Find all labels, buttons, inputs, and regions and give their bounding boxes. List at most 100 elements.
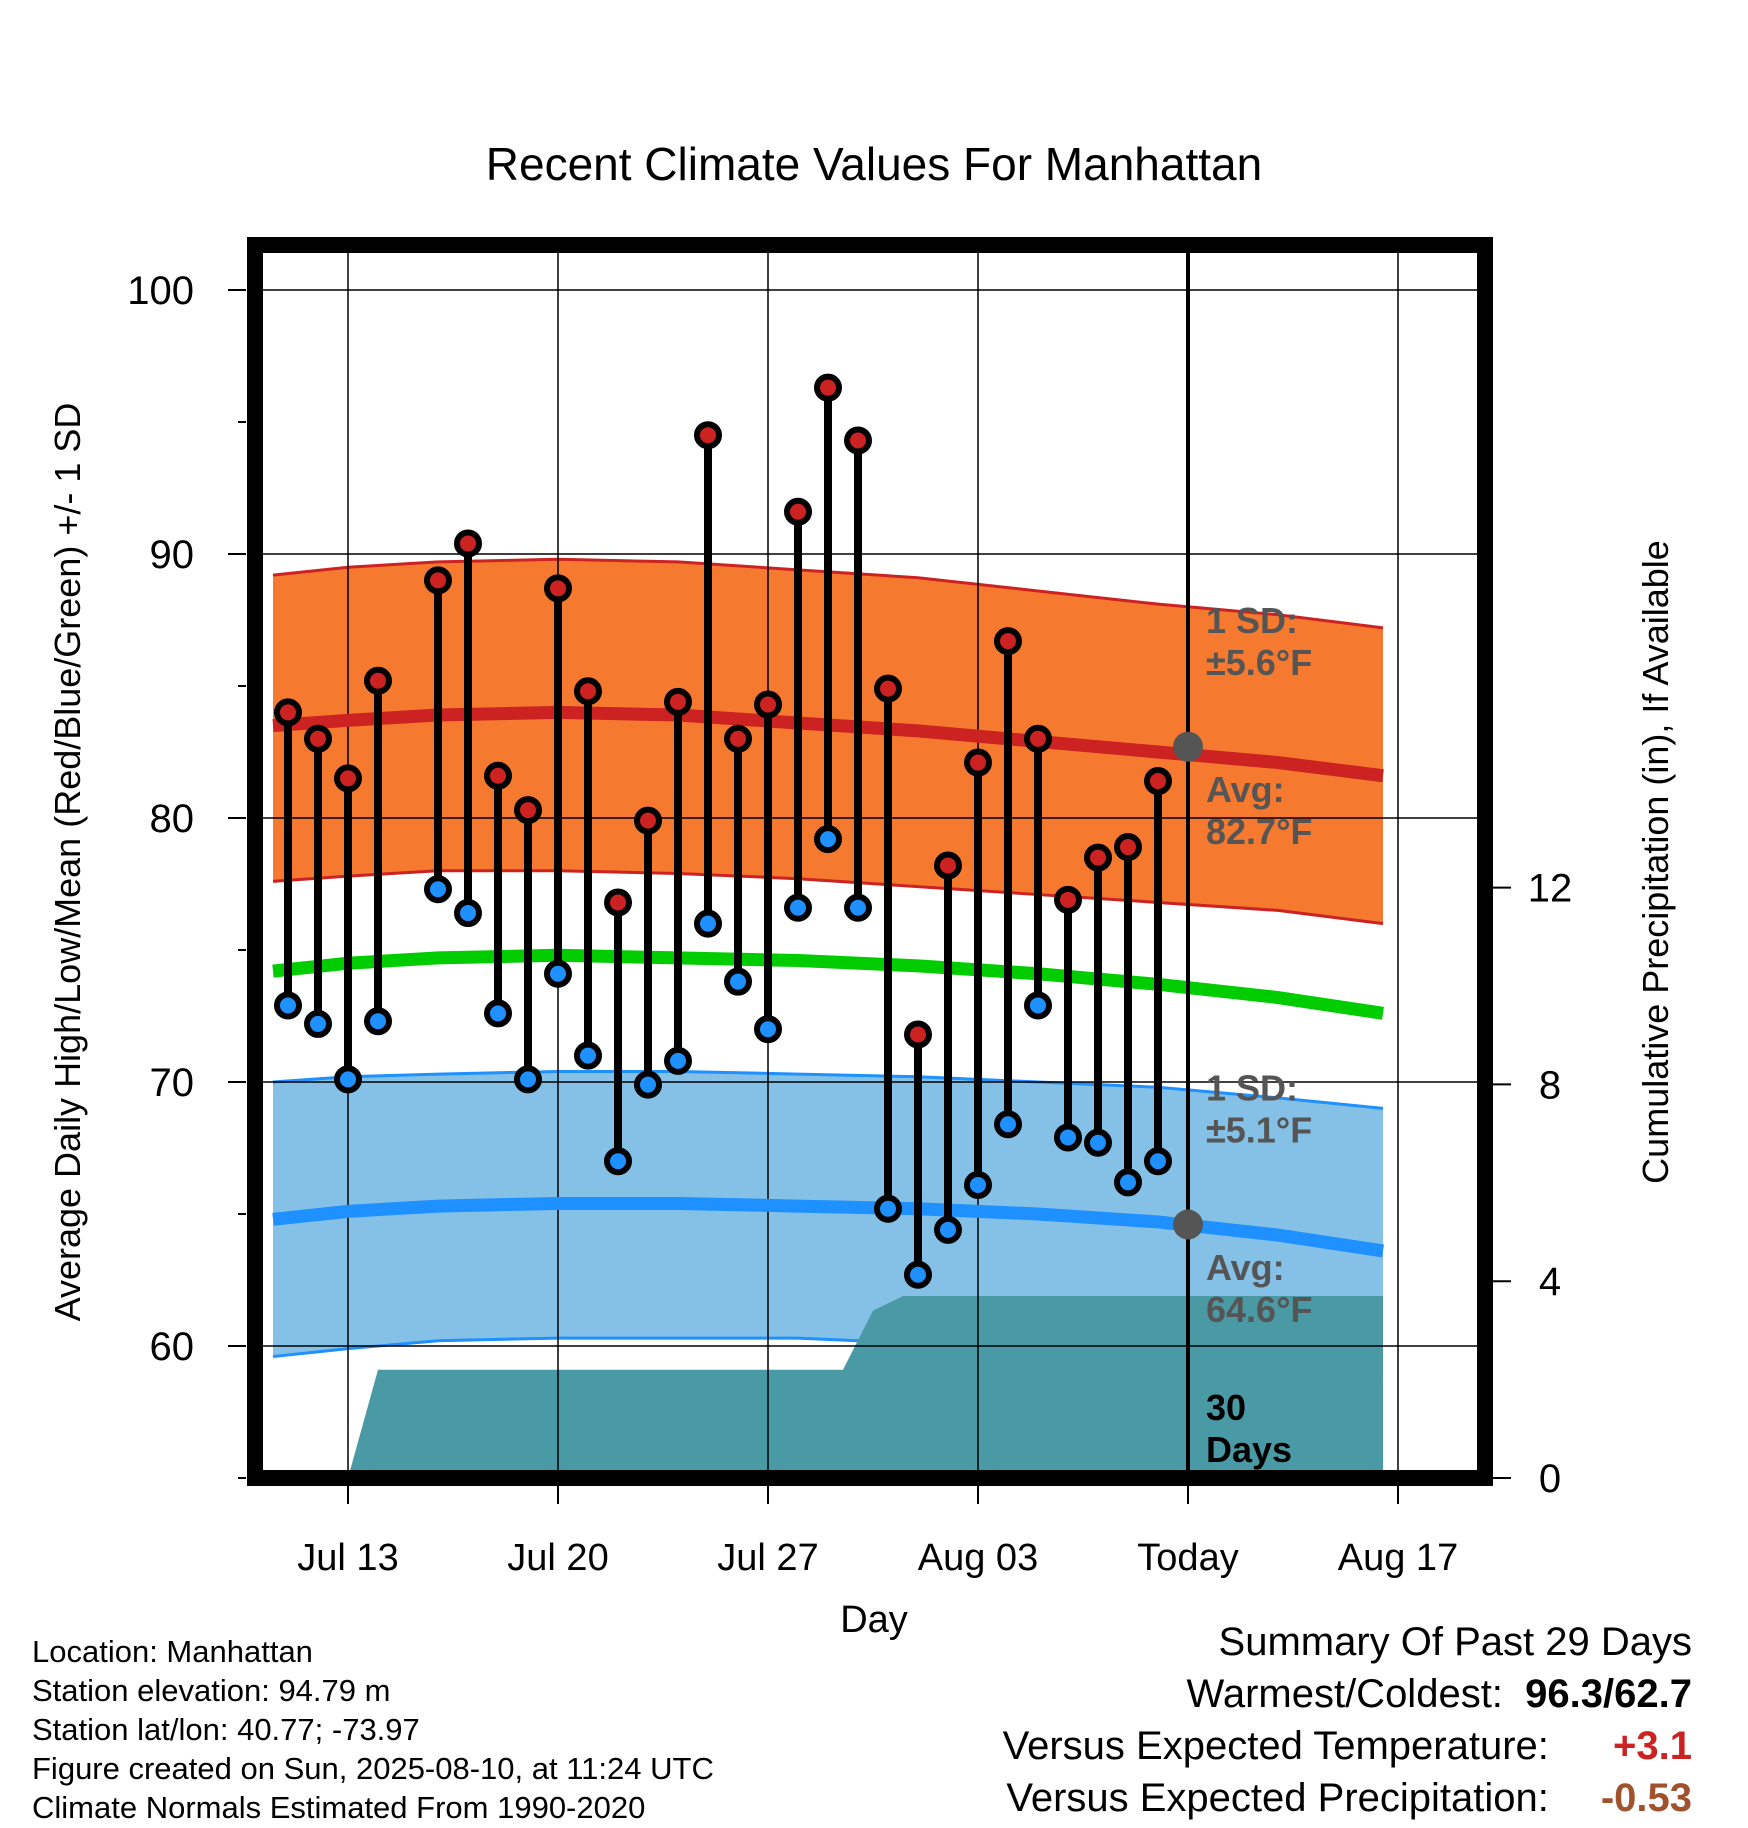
daily-low-point-9	[574, 1041, 602, 1070]
daily-low-point-28	[1144, 1147, 1172, 1176]
daily-low-point-23	[994, 1110, 1022, 1139]
daily-high-point-1	[304, 724, 332, 753]
y2-tick-label-1: 4	[1539, 1260, 1561, 1304]
daily-low-point-2	[334, 1065, 362, 1094]
x-tick-label-0: Jul 13	[297, 1537, 398, 1579]
latlon-text: Station lat/lon: 40.77; -73.97	[32, 1712, 420, 1747]
summary-precip-row: Versus Expected Precipitation: -0.53	[1003, 1776, 1692, 1828]
daily-low-point-8	[544, 959, 572, 988]
daily-low-point-7	[514, 1065, 542, 1094]
summary-warm-row: Warmest/Coldest: 96.3/62.7	[1003, 1672, 1692, 1724]
y2-tick-label-2: 8	[1539, 1063, 1561, 1107]
daily-low-point-19	[874, 1194, 902, 1223]
x-axis-label: Day	[840, 1599, 908, 1641]
days-annotation-line-0: 30	[1206, 1387, 1246, 1428]
daily-high-point-5	[454, 529, 482, 558]
daily-high-point-9	[574, 677, 602, 706]
precip-label: Versus Expected Precipitation:	[1006, 1776, 1549, 1820]
daily-low-point-6	[484, 999, 512, 1028]
summary-temp-row: Versus Expected Temperature: +3.1	[1003, 1724, 1692, 1776]
daily-low-point-12	[664, 1046, 692, 1075]
high-avg-annotation-line-1: 82.7°F	[1206, 811, 1312, 852]
summary-panel: Summary Of Past 29 Days Warmest/Coldest:…	[1003, 1620, 1692, 1828]
daily-high-point-20	[904, 1020, 932, 1049]
daily-high-point-8	[544, 574, 572, 603]
daily-low-point-18	[844, 893, 872, 922]
daily-high-point-0	[274, 698, 302, 727]
normal-mean-line	[272, 948, 1384, 1020]
daily-low-point-1	[304, 1009, 332, 1038]
chart-title: Recent Climate Values For Manhattan	[486, 138, 1262, 190]
high-sd-annotation-line-1: ±5.6°F	[1206, 642, 1312, 683]
daily-low-point-22	[964, 1170, 992, 1199]
x-tick-label-4: Today	[1137, 1537, 1238, 1579]
y-tick-label-3: 90	[150, 533, 195, 577]
warm-label: Warmest/Coldest:	[1186, 1672, 1503, 1716]
y-tick-label-1: 70	[150, 1061, 195, 1105]
daily-high-point-24	[1024, 724, 1052, 753]
daily-low-point-10	[604, 1147, 632, 1176]
daily-low-point-13	[694, 909, 722, 938]
warm-slash: /	[1603, 1672, 1615, 1716]
plot-frame	[247, 237, 1493, 1486]
station-info: Location: Manhattan Station elevation: 9…	[32, 1632, 714, 1827]
daily-high-point-22	[964, 748, 992, 777]
daily-high-point-26	[1084, 843, 1112, 872]
daily-high-point-17	[814, 373, 842, 402]
daily-high-point-15	[754, 690, 782, 719]
warmest-value: 96.3	[1525, 1672, 1604, 1716]
elevation-text: Station elevation: 94.79 m	[32, 1673, 391, 1708]
daily-high-point-6	[484, 761, 512, 790]
today-low-avg-dot	[1173, 1209, 1203, 1240]
daily-high-point-27	[1114, 833, 1142, 862]
daily-high-point-16	[784, 497, 812, 526]
daily-high-point-21	[934, 851, 962, 880]
daily-high-point-28	[1144, 767, 1172, 796]
y-tick-label-2: 80	[150, 797, 195, 841]
daily-high-point-11	[634, 806, 662, 835]
normals-text: Climate Normals Estimated From 1990-2020	[32, 1790, 646, 1825]
high-avg-annotation-line-0: Avg:	[1206, 769, 1285, 810]
temp-value: +3.1	[1613, 1724, 1692, 1768]
daily-low-point-27	[1114, 1168, 1142, 1197]
low-sd-annotation-line-0: 1 SD:	[1206, 1067, 1298, 1108]
summary-title: Summary Of Past 29 Days	[1218, 1620, 1692, 1664]
daily-low-point-0	[274, 991, 302, 1020]
low-avg-annotation-line-0: Avg:	[1206, 1247, 1285, 1288]
daily-low-point-14	[724, 967, 752, 996]
y-tick-label-0: 60	[150, 1325, 195, 1369]
daily-low-point-4	[424, 875, 452, 904]
today-high-avg-dot	[1173, 731, 1203, 762]
precip-value: -0.53	[1600, 1776, 1692, 1820]
low-avg-annotation-line-1: 64.6°F	[1206, 1289, 1312, 1330]
y2-tick-label-3: 12	[1528, 867, 1573, 911]
daily-low-point-26	[1084, 1128, 1112, 1157]
x-tick-label-1: Jul 20	[507, 1537, 608, 1579]
y-tick-label-4: 100	[127, 269, 194, 313]
daily-high-point-19	[874, 674, 902, 703]
daily-low-point-21	[934, 1215, 962, 1244]
daily-high-point-4	[424, 566, 452, 595]
low-sd-band-upper-edge	[272, 1069, 1384, 1110]
daily-high-point-12	[664, 687, 692, 716]
coldest-value: 62.7	[1614, 1672, 1692, 1716]
daily-low-point-20	[904, 1260, 932, 1289]
daily-low-point-15	[754, 1015, 782, 1044]
daily-high-point-10	[604, 888, 632, 917]
precip-area	[348, 1295, 1383, 1478]
daily-high-point-14	[724, 724, 752, 753]
daily-low-point-17	[814, 825, 842, 854]
x-tick-label-5: Aug 17	[1338, 1537, 1458, 1579]
daily-low-point-5	[454, 899, 482, 928]
daily-low-point-11	[634, 1070, 662, 1099]
x-tick-label-3: Aug 03	[918, 1537, 1038, 1579]
y2-axis-label: Cumulative Precipitation (in), If Availa…	[1635, 540, 1676, 1184]
daily-high-point-13	[694, 421, 722, 450]
y-axis-label: Average Daily High/Low/Mean (Red/Blue/Gr…	[47, 403, 88, 1322]
days-annotation-line-1: Days	[1206, 1429, 1292, 1470]
daily-high-point-25	[1054, 885, 1082, 914]
daily-low-point-16	[784, 893, 812, 922]
daily-high-point-23	[994, 627, 1022, 656]
location-text: Location: Manhattan	[32, 1634, 313, 1669]
created-text: Figure created on Sun, 2025-08-10, at 11…	[32, 1751, 714, 1786]
